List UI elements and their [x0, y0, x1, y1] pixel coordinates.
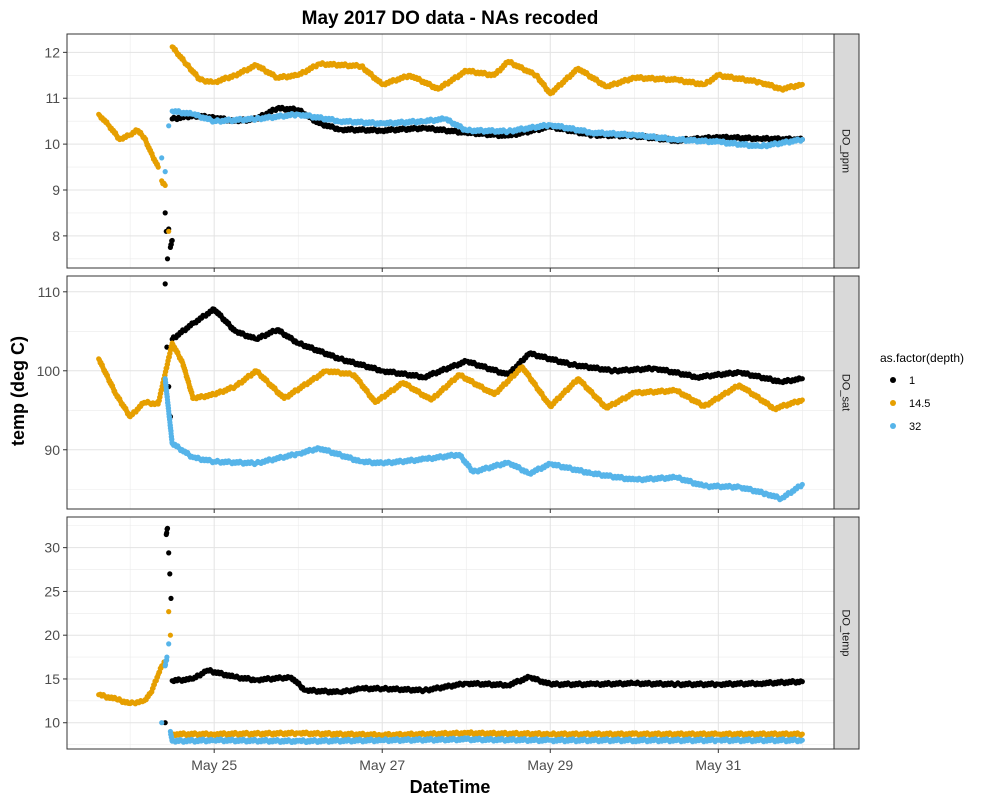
data-point [166, 228, 172, 234]
legend-label: 14.5 [909, 398, 930, 410]
y-tick-label: 90 [44, 442, 60, 458]
data-point [162, 210, 168, 216]
data-point [799, 136, 805, 143]
minor-grid [67, 517, 834, 749]
facet-strip [833, 33, 860, 269]
y-tick-label: 12 [44, 44, 60, 60]
data-point [164, 525, 171, 532]
x-tick-label: May 29 [527, 757, 573, 773]
legend: as.factor(depth) 1 14.5 32 [880, 351, 964, 433]
facet-panel-DO_sat: DO_sat 90 100 110 [37, 275, 860, 513]
panel-border [66, 516, 835, 750]
series-14.5 [96, 44, 805, 234]
facet-strip [833, 275, 860, 510]
data-point [167, 632, 173, 638]
series-32 [162, 376, 805, 503]
x-tick-label: May 25 [191, 757, 237, 773]
facet-panels: DO_ppm 8 9 10 11 12 DO_sat 90 100 110 DO_temp 10 15 2… [37, 33, 860, 773]
y-tick-label: 100 [37, 363, 61, 379]
legend-key-14.5 [890, 400, 896, 406]
data-point [799, 679, 805, 685]
major-grid [67, 34, 834, 268]
y-tick-label: 30 [44, 540, 60, 556]
data-point [159, 155, 165, 161]
data-point [166, 609, 172, 615]
legend-label: 1 [909, 375, 915, 387]
panel-border [66, 275, 835, 510]
data-point [164, 344, 170, 350]
data-point [799, 81, 805, 88]
y-tick-label: 10 [44, 715, 60, 731]
y-tick-label: 8 [52, 228, 60, 244]
facet-strip-label: DO_temp [840, 609, 852, 656]
data-point [159, 720, 165, 726]
data-point [162, 182, 168, 188]
data-point [169, 237, 175, 244]
facet-panel-DO_temp: DO_temp 10 15 20 25 30 May 25 May 27 May 29 May 3… [44, 516, 860, 773]
x-axis-title: DateTime [410, 777, 491, 797]
data-point [162, 281, 168, 287]
data-point [167, 571, 173, 577]
data-point [168, 595, 174, 602]
data-point [155, 164, 161, 170]
x-tick-label: May 31 [695, 757, 741, 773]
major-grid [67, 517, 834, 749]
series-32 [159, 641, 805, 746]
data-point [164, 654, 170, 660]
series-1 [162, 104, 805, 262]
facet-panel-DO_ppm: DO_ppm 8 9 10 11 12 [44, 33, 860, 272]
chart-title: May 2017 DO data - NAs recoded [302, 8, 599, 29]
y-tick-label: 25 [44, 583, 60, 599]
data-point [166, 641, 172, 647]
facet-strip [833, 516, 860, 750]
y-tick-label: 11 [45, 90, 60, 106]
data-point [162, 169, 168, 175]
y-tick-label: 10 [44, 136, 60, 152]
facet-strip-label: DO_ppm [840, 129, 852, 173]
data-point [166, 550, 172, 556]
facet-strip-label: DO_sat [840, 374, 852, 411]
legend-title: as.factor(depth) [880, 351, 964, 365]
data-point [164, 256, 171, 262]
data-point [166, 123, 172, 129]
y-tick-label: 20 [44, 627, 60, 643]
legend-key-32 [890, 423, 896, 429]
series-14.5 [96, 340, 805, 420]
series-1 [162, 281, 805, 420]
x-tick-label: May 27 [359, 757, 405, 773]
data-point [164, 530, 170, 536]
legend-key-1 [890, 377, 896, 383]
data-point [799, 731, 805, 737]
minor-grid [67, 34, 834, 268]
data-point [799, 376, 805, 382]
y-tick-label: 9 [52, 182, 60, 198]
minor-grid [67, 276, 834, 509]
data-point [799, 481, 805, 488]
legend-label: 32 [909, 421, 921, 433]
panel-border [66, 33, 835, 269]
y-tick-label: 110 [38, 284, 61, 300]
y-axis-title: temp (deg C) [8, 336, 28, 446]
series-32 [159, 108, 805, 175]
data-point [799, 397, 805, 403]
major-grid [67, 276, 834, 509]
series-1 [162, 525, 805, 726]
y-tick-label: 15 [44, 671, 60, 687]
data-point [799, 737, 805, 743]
